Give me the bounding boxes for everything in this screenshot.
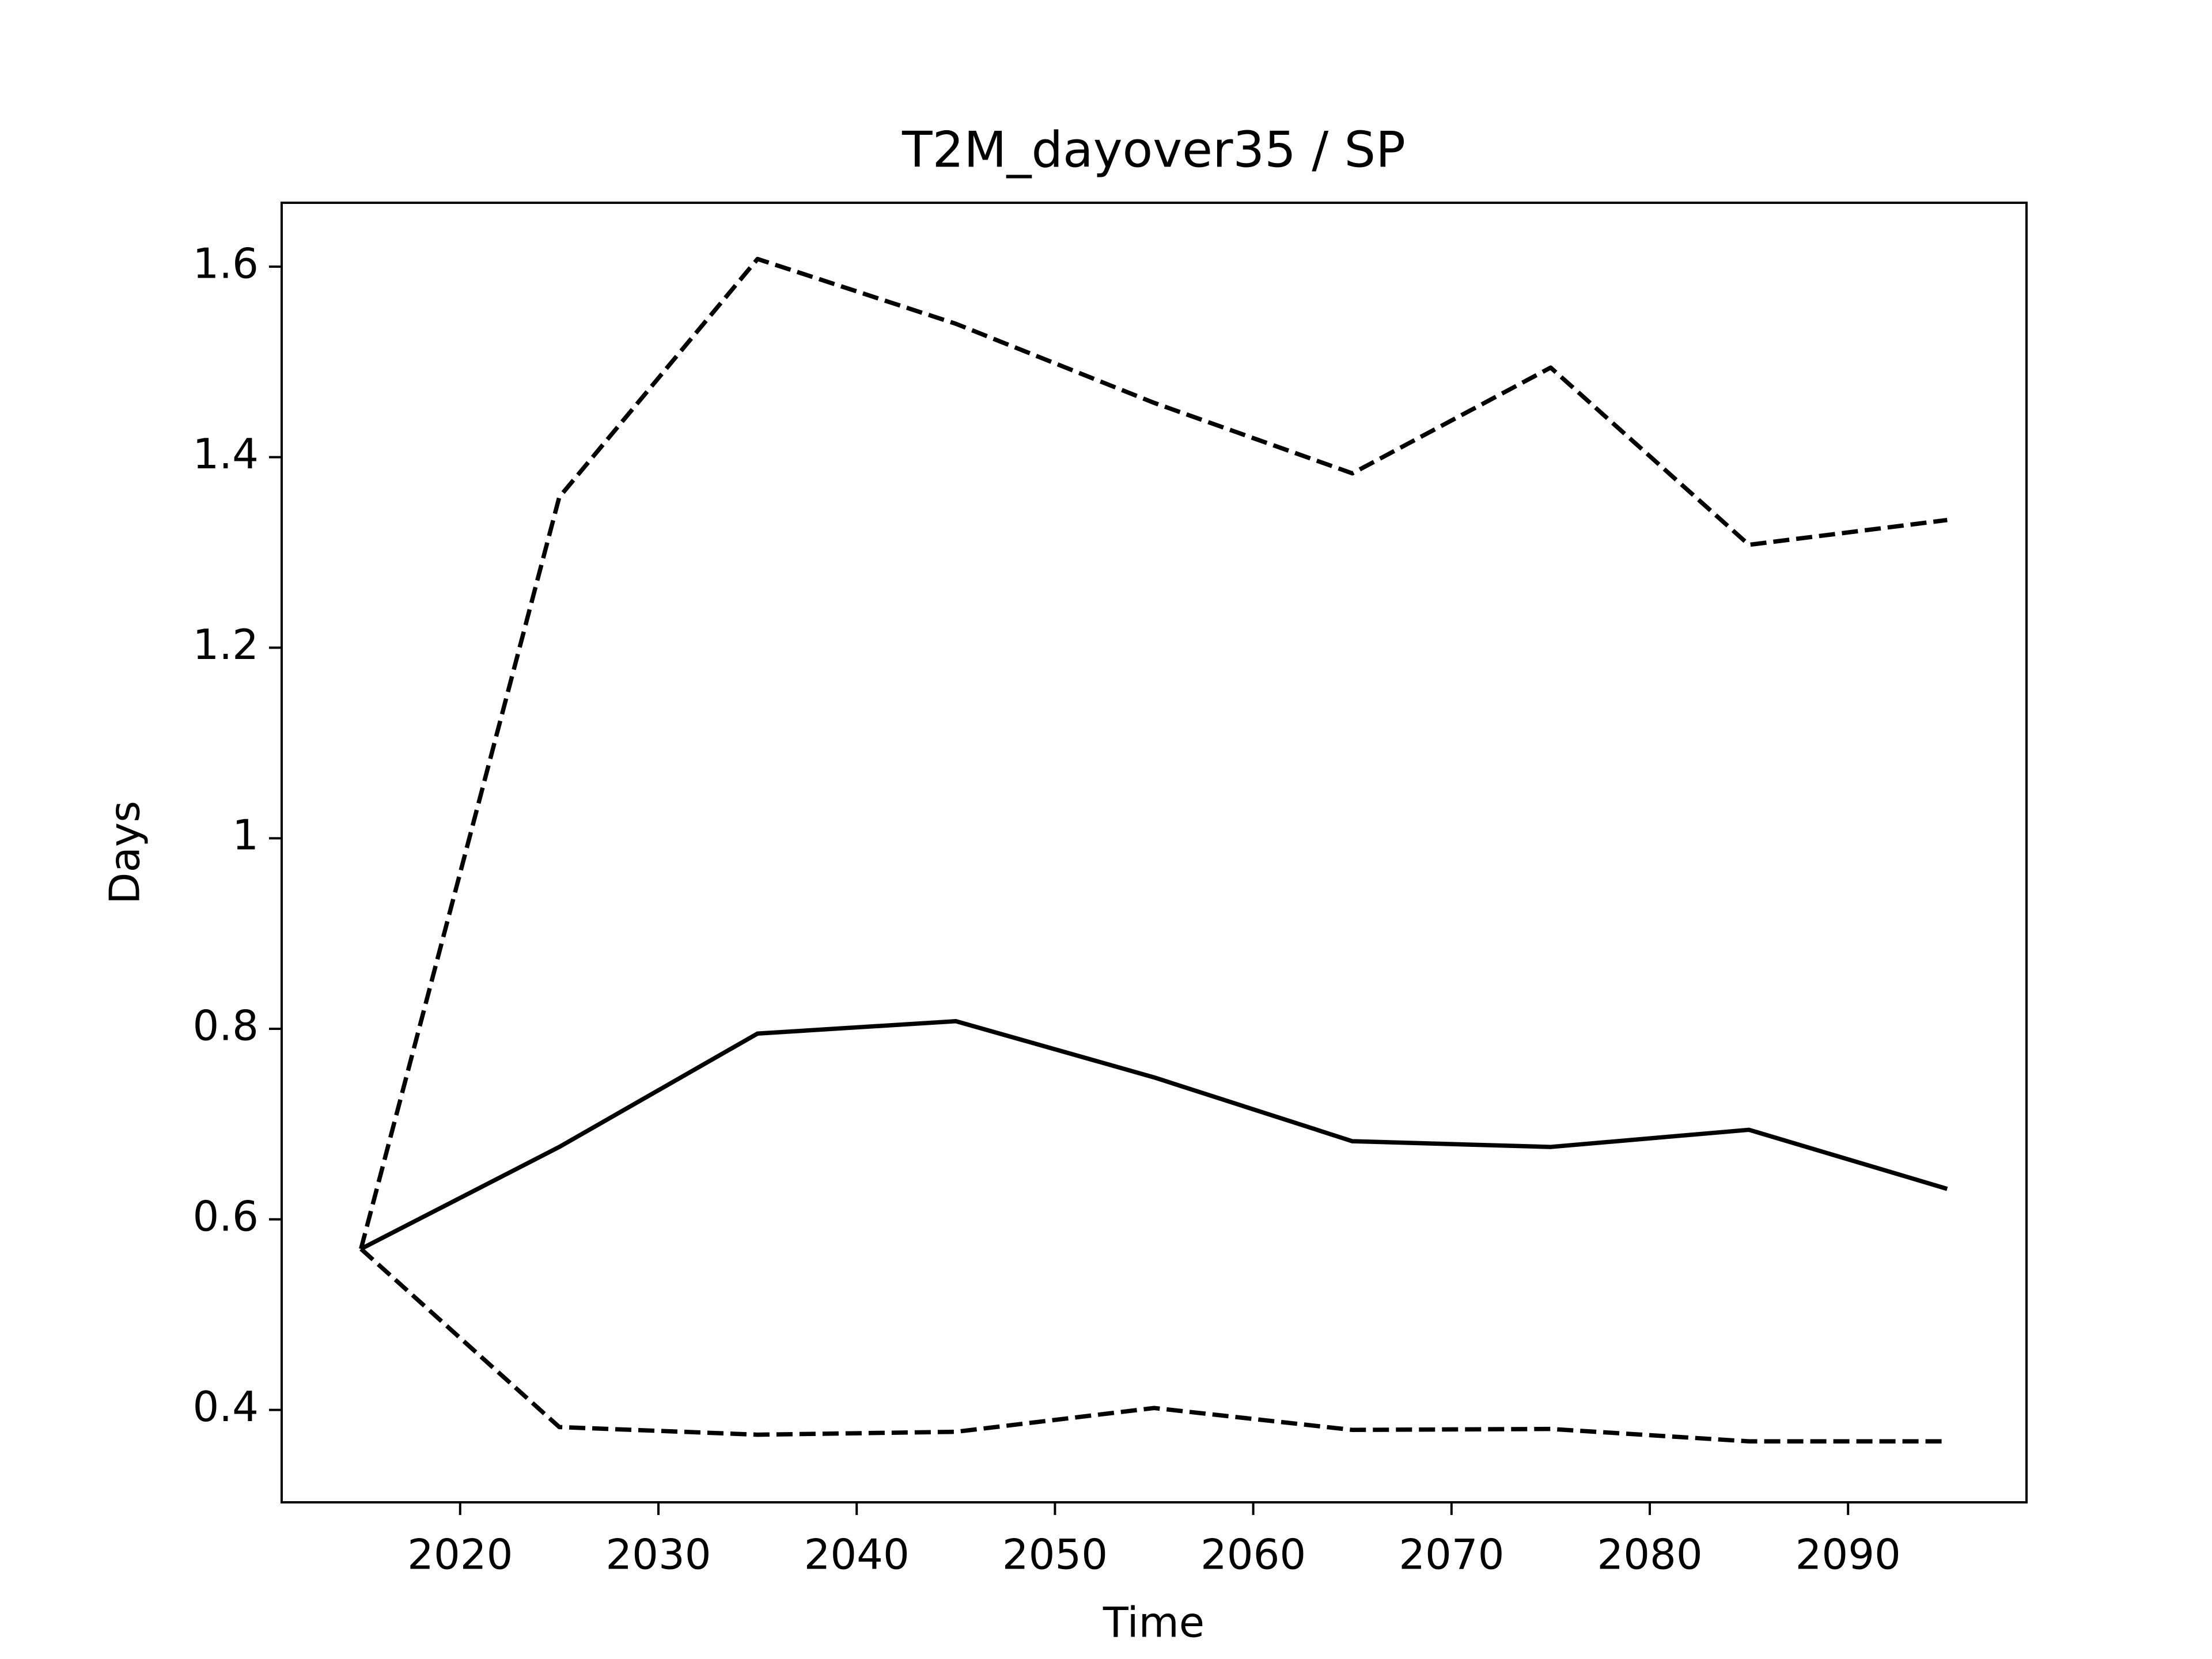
x-tick-label: 2080 bbox=[1597, 1531, 1702, 1579]
plot-frame bbox=[281, 202, 2028, 1503]
x-axis-label: Time bbox=[1103, 1599, 1205, 1647]
x-tick-label: 2090 bbox=[1796, 1531, 1901, 1579]
y-tick-label: 1.2 bbox=[192, 620, 259, 669]
y-tick-label: 0.8 bbox=[192, 1001, 259, 1050]
y-tick-label: 1.4 bbox=[192, 430, 259, 478]
y-tick-label: 0.4 bbox=[192, 1382, 259, 1431]
x-tick-label: 2050 bbox=[1002, 1531, 1108, 1579]
x-tick-label: 2030 bbox=[605, 1531, 711, 1579]
y-axis-label: Days bbox=[101, 801, 149, 904]
x-tick-label: 2040 bbox=[804, 1531, 910, 1579]
x-tick-label: 2060 bbox=[1200, 1531, 1306, 1579]
x-tick-label: 2070 bbox=[1399, 1531, 1504, 1579]
series-line bbox=[359, 1247, 1948, 1444]
y-tick-label: 1 bbox=[232, 811, 259, 859]
series-line bbox=[359, 1019, 1948, 1251]
y-tick-label: 0.6 bbox=[192, 1192, 259, 1240]
chart-title: T2M_dayover35 / SP bbox=[902, 121, 1406, 179]
y-tick-label: 1.6 bbox=[192, 239, 259, 287]
series-line bbox=[359, 256, 1948, 1250]
x-tick-label: 2020 bbox=[407, 1531, 513, 1579]
